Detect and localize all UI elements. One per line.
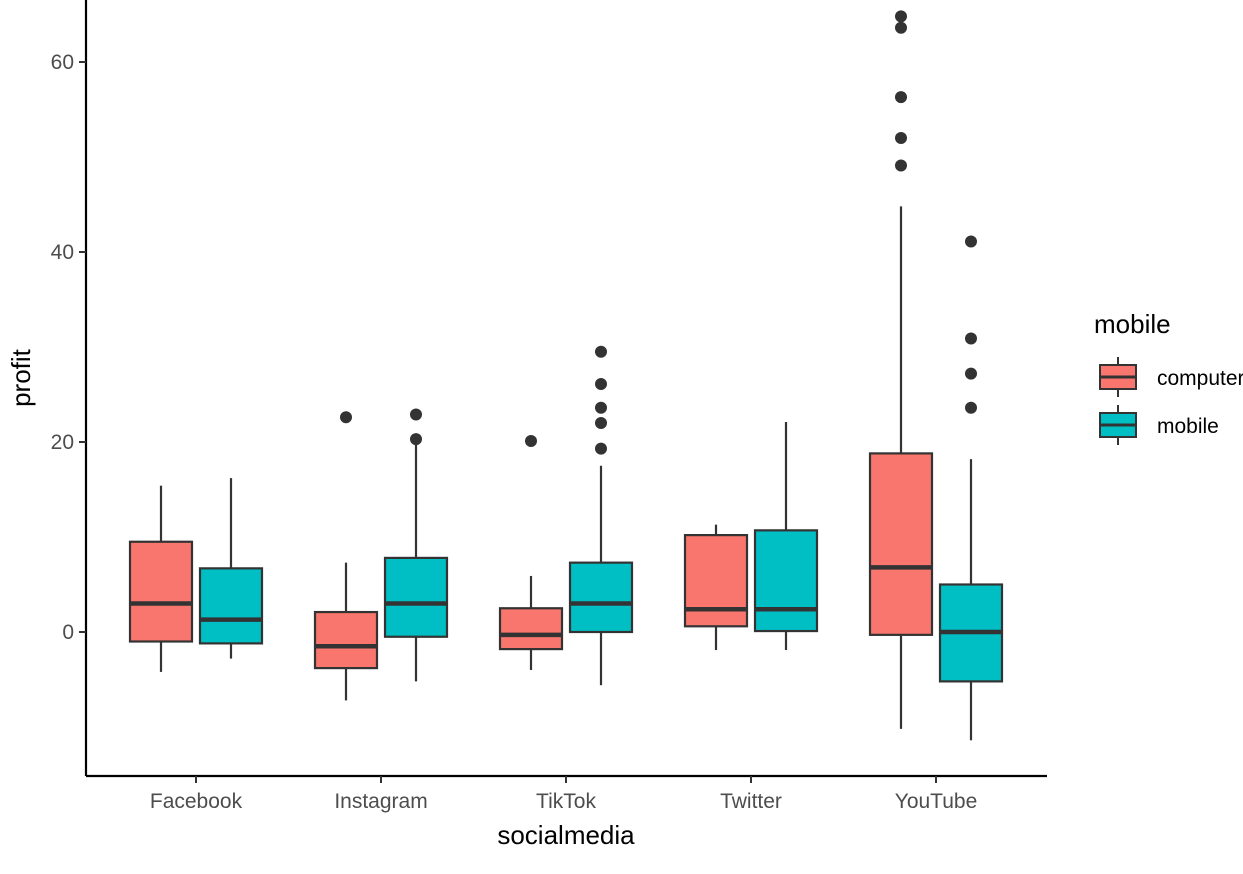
iqr-box [128, 540, 194, 643]
iqr-box [198, 567, 264, 645]
outlier-point [595, 442, 607, 455]
boxes-layer [128, 10, 1004, 741]
box-tiktok-mobile [568, 345, 634, 686]
x-tick-label: Facebook [150, 790, 243, 813]
outlier-point [525, 435, 537, 448]
outlier-point [895, 132, 907, 144]
outlier-point [410, 408, 422, 421]
iqr-box [383, 556, 449, 638]
y-tick-label: 40 [51, 241, 74, 264]
outlier-point [340, 411, 352, 424]
iqr-box [868, 452, 934, 636]
iqr-box [568, 561, 634, 634]
x-tick-label: YouTube [895, 790, 978, 813]
y-axis-title: profit [6, 348, 36, 407]
outlier-point [595, 401, 607, 414]
outlier-point [410, 433, 422, 446]
legend-entry-mobile: mobile [1099, 405, 1219, 445]
y-tick-label: 0 [62, 621, 74, 644]
outlier-point [895, 21, 907, 34]
outlier-point [895, 91, 907, 104]
legend-title: mobile [1094, 309, 1171, 339]
outlier-point [965, 401, 977, 414]
outlier-point [895, 10, 907, 23]
box-facebook-mobile [198, 478, 264, 659]
legend-label: computer [1157, 367, 1243, 390]
box-twitter-mobile [753, 422, 819, 651]
iqr-box [683, 533, 749, 628]
x-tick-label: TikTok [536, 790, 596, 813]
iqr-box [753, 529, 819, 633]
x-tick-label: Twitter [720, 790, 782, 813]
box-facebook-computer [128, 485, 194, 672]
outlier-point [965, 332, 977, 345]
legend-entry-computer: computer [1099, 357, 1243, 397]
box-instagram-mobile [383, 408, 449, 682]
iqr-box [498, 607, 564, 651]
x-axis-title: socialmedia [497, 820, 635, 850]
box-twitter-computer [683, 524, 749, 651]
outlier-point [595, 345, 607, 358]
outlier-point [895, 159, 907, 172]
y-tick-label: 60 [51, 51, 74, 74]
x-tick-label: Instagram [334, 790, 427, 813]
axes-layer: 0 20 40 60 Facebook Instagram TikTok Twitter You… [51, 0, 1047, 813]
outlier-point [965, 235, 977, 248]
outlier-point [965, 367, 977, 380]
outlier-point [595, 417, 607, 429]
y-tick-label: 20 [51, 431, 74, 454]
legend-label: mobile [1157, 415, 1219, 438]
box-tiktok-computer [498, 435, 564, 670]
iqr-box [313, 610, 379, 670]
box-instagram-computer [313, 411, 379, 701]
box-youtube-mobile [938, 235, 1004, 741]
outlier-point [595, 378, 607, 391]
box-youtube-computer [868, 10, 934, 729]
legend: mobile computer mobile [1094, 309, 1243, 445]
